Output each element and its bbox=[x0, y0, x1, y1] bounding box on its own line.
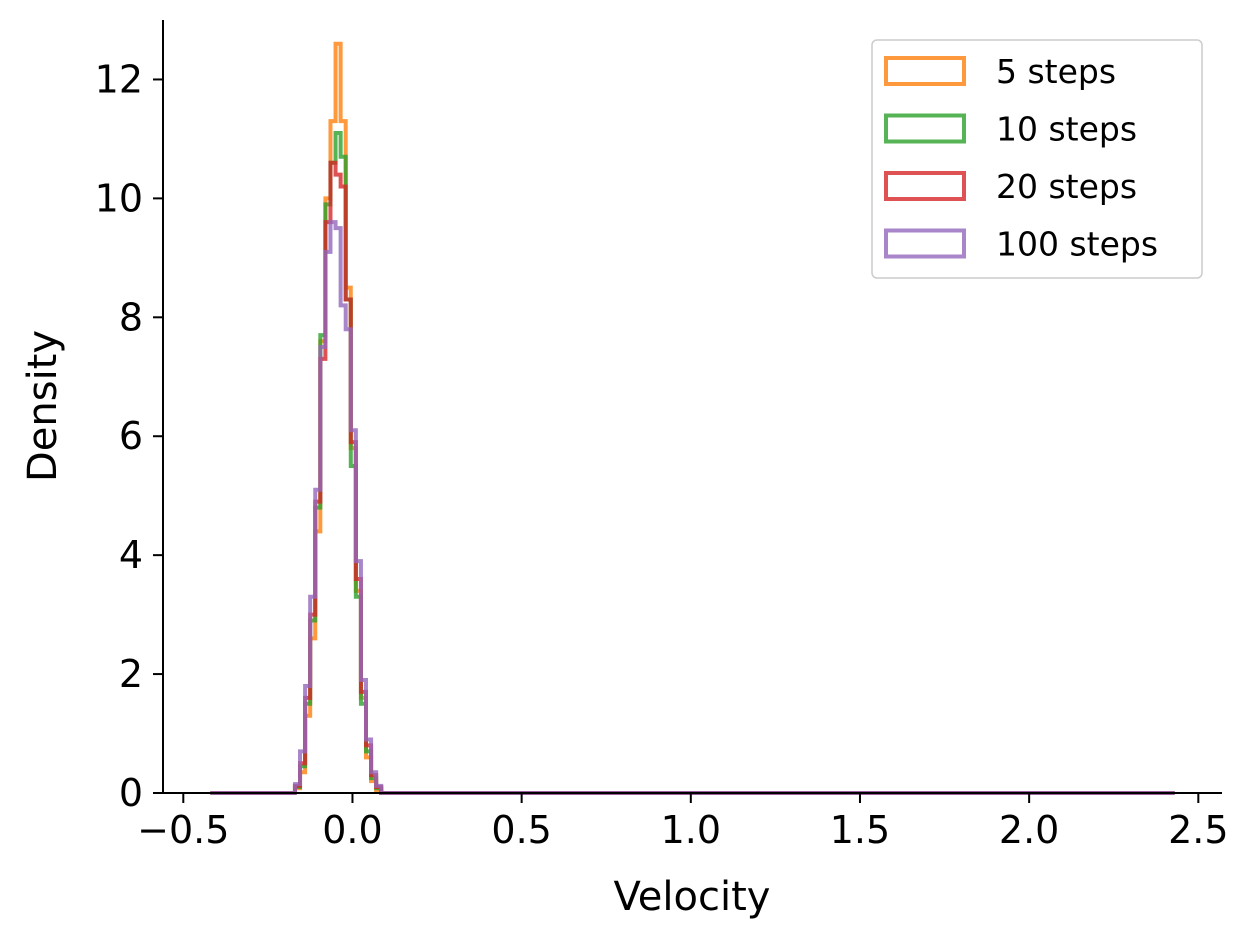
x-ticks: −0.5 0.0 0.5 1.0 1.5 2.0 2.5 bbox=[137, 793, 1229, 852]
legend-frame bbox=[871, 39, 1203, 279]
y-tick-label: 8 bbox=[119, 295, 143, 339]
y-ticks: 0 2 4 6 8 10 12 bbox=[95, 57, 163, 815]
legend-swatch bbox=[884, 171, 966, 201]
legend-swatch bbox=[884, 56, 966, 86]
y-tick-label: 6 bbox=[119, 414, 143, 458]
x-axis-title: Velocity bbox=[614, 874, 771, 920]
x-tick-label: 1.0 bbox=[661, 808, 721, 852]
legend-label: 5 steps bbox=[996, 52, 1116, 91]
legend-label: 20 steps bbox=[996, 167, 1137, 206]
y-tick-label: 0 bbox=[119, 771, 143, 815]
x-tick-label: 0.0 bbox=[322, 808, 382, 852]
legend-label: 10 steps bbox=[996, 110, 1137, 149]
legend: 5 steps 10 steps 20 steps 100 steps bbox=[871, 39, 1203, 279]
series-line-3 bbox=[210, 220, 1175, 795]
y-tick-label: 12 bbox=[95, 57, 143, 101]
x-tick-label: 1.5 bbox=[830, 808, 890, 852]
y-axis-title: Density bbox=[20, 330, 66, 482]
y-tick-label: 10 bbox=[95, 176, 143, 220]
legend-swatch bbox=[884, 113, 966, 144]
legend-swatch bbox=[884, 228, 966, 259]
y-tick-label: 2 bbox=[119, 652, 143, 696]
series-layer bbox=[210, 41, 1175, 795]
x-tick-label: −0.5 bbox=[137, 808, 229, 852]
x-tick-label: 0.5 bbox=[491, 808, 551, 852]
x-tick-label: 2.0 bbox=[999, 808, 1059, 852]
x-tick-label: 2.5 bbox=[1168, 808, 1228, 852]
legend-label: 100 steps bbox=[996, 225, 1158, 264]
y-tick-label: 4 bbox=[119, 533, 143, 577]
